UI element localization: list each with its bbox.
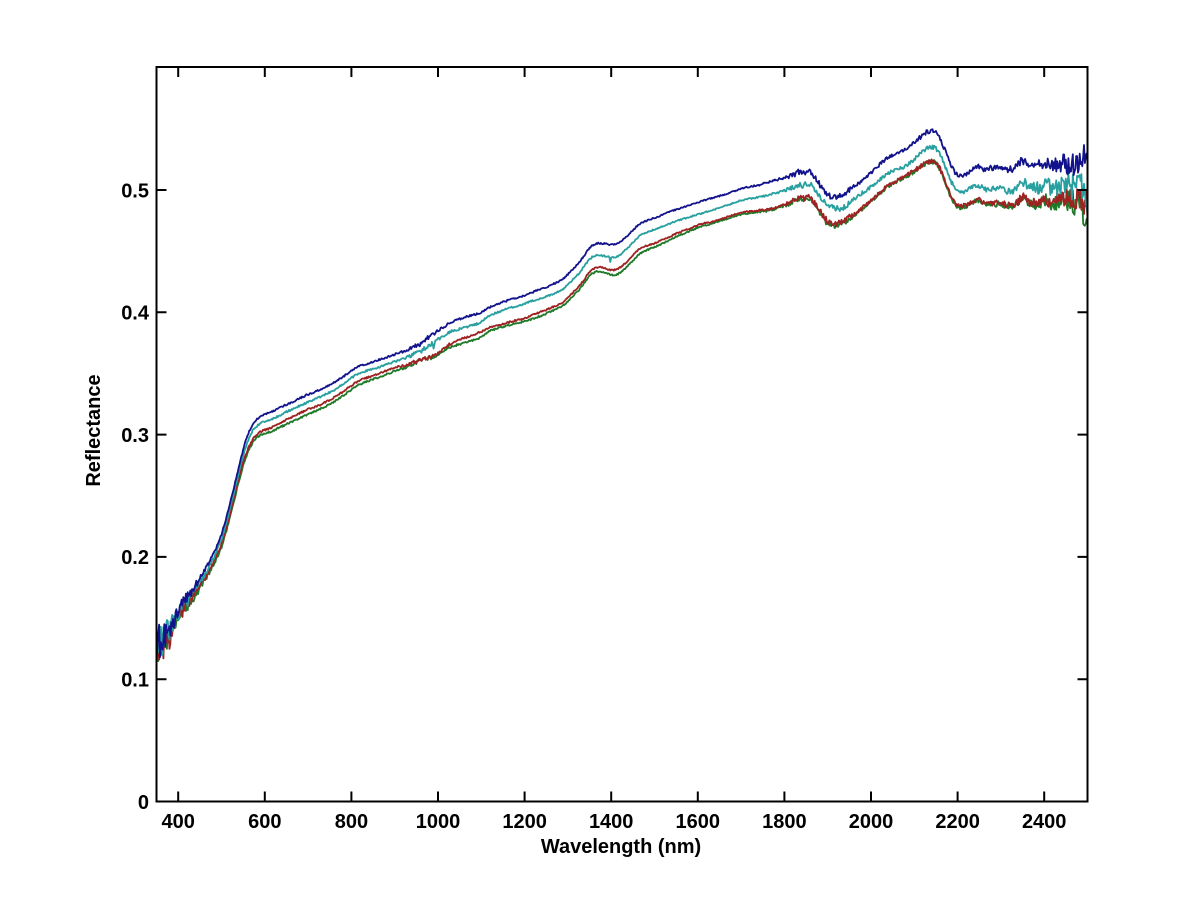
svg-text:0.5: 0.5	[121, 180, 149, 202]
svg-text:2000: 2000	[849, 811, 894, 833]
svg-text:0.1: 0.1	[121, 670, 149, 692]
svg-text:2200: 2200	[935, 811, 980, 833]
svg-text:1000: 1000	[416, 811, 461, 833]
svg-text:Wavelength (nm): Wavelength (nm)	[541, 836, 701, 858]
svg-text:1200: 1200	[502, 811, 547, 833]
svg-text:0.3: 0.3	[121, 425, 149, 447]
svg-text:0.4: 0.4	[121, 303, 150, 325]
svg-text:400: 400	[162, 811, 195, 833]
svg-text:800: 800	[335, 811, 368, 833]
svg-text:600: 600	[248, 811, 281, 833]
svg-text:1600: 1600	[676, 811, 721, 833]
svg-text:0.2: 0.2	[121, 547, 149, 569]
svg-text:0: 0	[138, 792, 149, 814]
svg-text:1800: 1800	[762, 811, 807, 833]
svg-text:1400: 1400	[589, 811, 634, 833]
svg-text:2400: 2400	[1022, 811, 1067, 833]
svg-text:Reflectance: Reflectance	[83, 374, 105, 486]
